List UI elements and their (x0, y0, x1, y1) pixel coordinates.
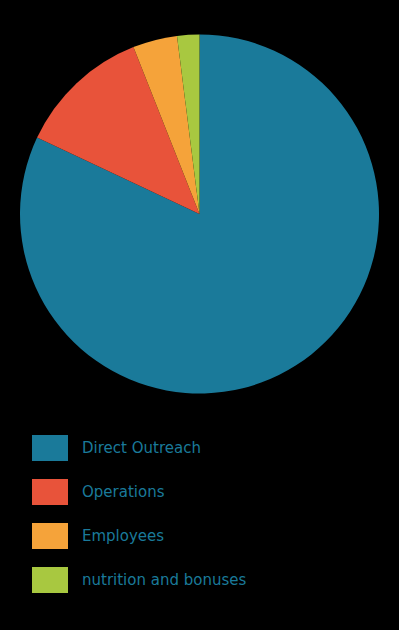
legend-label: nutrition and bonuses (82, 571, 246, 589)
pie-slice (20, 35, 379, 394)
pie (20, 35, 379, 394)
legend-swatch (32, 567, 68, 593)
legend-swatch (32, 435, 68, 461)
background (0, 0, 399, 630)
chart: Direct Outreach Operations Employees nutrit… (0, 0, 399, 630)
legend-label: Operations (82, 483, 165, 501)
legend-swatch (32, 523, 68, 549)
chart-container: Direct Outreach Operations Employees nutrit… (0, 0, 399, 630)
legend-swatch (32, 479, 68, 505)
pie-slice (177, 35, 199, 215)
legend: Direct Outreach Operations Employees nutrit… (32, 435, 246, 593)
legend-label: Direct Outreach (82, 439, 201, 457)
legend-label: Employees (82, 527, 164, 545)
